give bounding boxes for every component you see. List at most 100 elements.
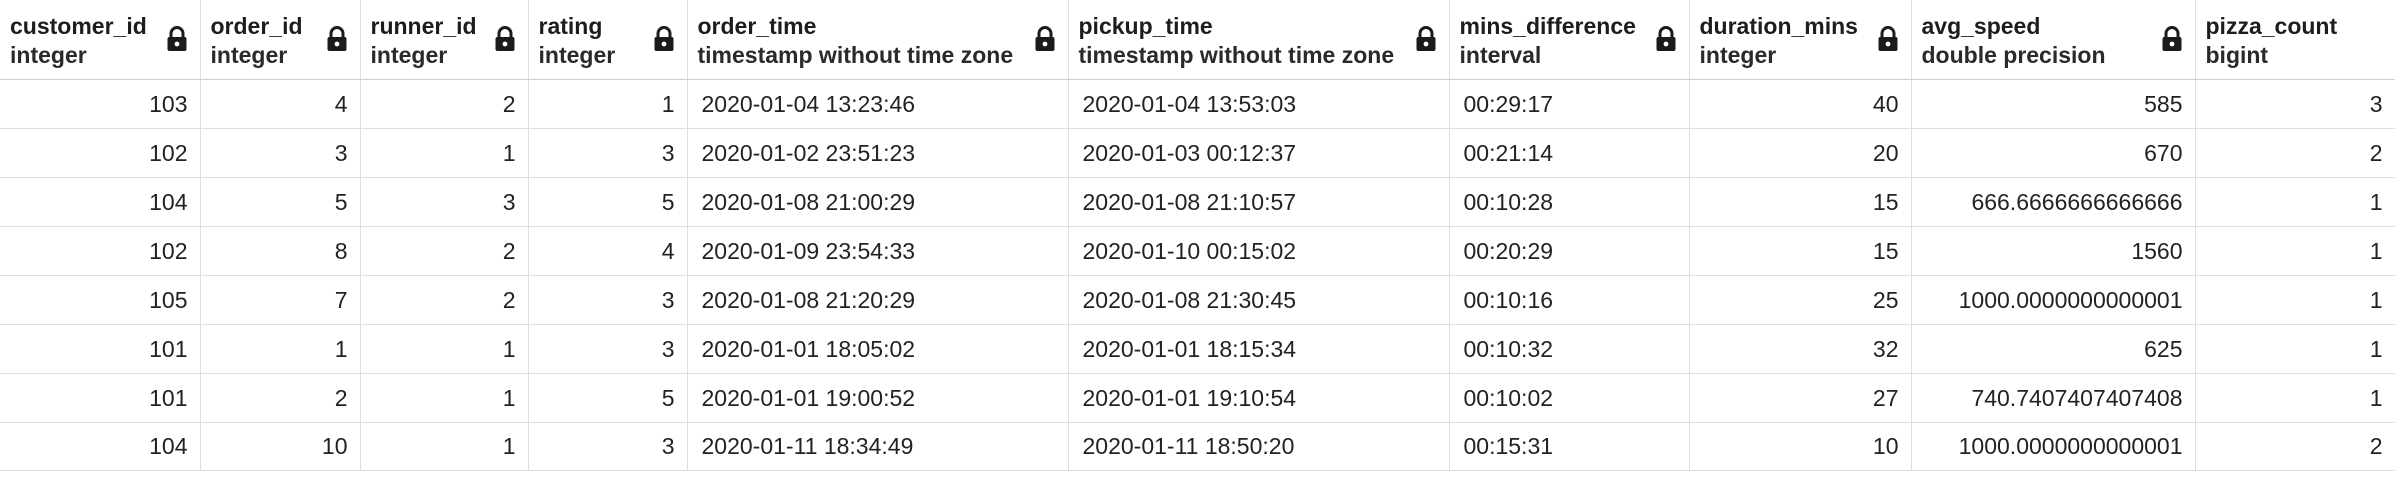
cell-avg-speed[interactable]: 625 xyxy=(1911,324,2196,374)
cell-runner-id[interactable]: 1 xyxy=(360,128,529,178)
cell-order-id[interactable]: 3 xyxy=(200,128,361,178)
cell-avg-speed[interactable]: 670 xyxy=(1911,128,2196,178)
column-header-avg-speed[interactable]: avg_speed double precision xyxy=(1911,0,2196,80)
column-header-customer-id[interactable]: customer_id integer xyxy=(0,0,201,80)
cell-pizza-count[interactable]: 3 xyxy=(2195,79,2395,129)
table-row[interactable]: 103 4 2 1 2020-01-04 13:23:46 2020-01-04 13:5… xyxy=(0,79,2395,129)
cell-duration-mins[interactable]: 27 xyxy=(1689,373,1912,423)
cell-customer-id[interactable]: 101 xyxy=(0,373,201,423)
cell-order-time[interactable]: 2020-01-01 19:00:52 xyxy=(687,373,1069,423)
cell-avg-speed[interactable]: 1000.0000000000001 xyxy=(1911,422,2196,471)
cell-mins-difference[interactable]: 00:20:29 xyxy=(1449,226,1690,276)
cell-runner-id[interactable]: 2 xyxy=(360,79,529,129)
cell-pickup-time[interactable]: 2020-01-08 21:10:57 xyxy=(1068,177,1450,227)
cell-pizza-count[interactable]: 1 xyxy=(2195,177,2395,227)
cell-runner-id[interactable]: 2 xyxy=(360,275,529,325)
cell-avg-speed[interactable]: 585 xyxy=(1911,79,2196,129)
column-header-runner-id[interactable]: runner_id integer xyxy=(360,0,529,80)
cell-order-id[interactable]: 2 xyxy=(200,373,361,423)
cell-avg-speed[interactable]: 740.7407407407408 xyxy=(1911,373,2196,423)
cell-pizza-count[interactable]: 2 xyxy=(2195,422,2395,471)
cell-order-time[interactable]: 2020-01-02 23:51:23 xyxy=(687,128,1069,178)
cell-order-id[interactable]: 7 xyxy=(200,275,361,325)
cell-customer-id[interactable]: 104 xyxy=(0,422,201,471)
cell-customer-id[interactable]: 102 xyxy=(0,226,201,276)
cell-avg-speed[interactable]: 666.6666666666666 xyxy=(1911,177,2196,227)
column-header-duration-mins[interactable]: duration_mins integer xyxy=(1689,0,1912,80)
cell-customer-id[interactable]: 103 xyxy=(0,79,201,129)
column-header-pizza-count[interactable]: pizza_count bigint xyxy=(2195,0,2395,80)
cell-customer-id[interactable]: 105 xyxy=(0,275,201,325)
column-header-order-id[interactable]: order_id integer xyxy=(200,0,361,80)
table-row[interactable]: 104 5 3 5 2020-01-08 21:00:29 2020-01-08 21:1… xyxy=(0,177,2395,227)
column-header-order-time[interactable]: order_time timestamp without time zone xyxy=(687,0,1069,80)
cell-mins-difference[interactable]: 00:10:16 xyxy=(1449,275,1690,325)
cell-duration-mins[interactable]: 32 xyxy=(1689,324,1912,374)
cell-order-id[interactable]: 5 xyxy=(200,177,361,227)
cell-order-id[interactable]: 1 xyxy=(200,324,361,374)
cell-pizza-count[interactable]: 1 xyxy=(2195,324,2395,374)
cell-pickup-time[interactable]: 2020-01-04 13:53:03 xyxy=(1068,79,1450,129)
cell-pizza-count[interactable]: 1 xyxy=(2195,373,2395,423)
cell-order-id[interactable]: 10 xyxy=(200,422,361,471)
cell-customer-id[interactable]: 101 xyxy=(0,324,201,374)
column-header-mins-difference[interactable]: mins_difference interval xyxy=(1449,0,1690,80)
table-row[interactable]: 101 1 1 3 2020-01-01 18:05:02 2020-01-01 18:1… xyxy=(0,324,2395,374)
cell-rating[interactable]: 3 xyxy=(528,324,688,374)
cell-duration-mins[interactable]: 40 xyxy=(1689,79,1912,129)
cell-rating[interactable]: 5 xyxy=(528,373,688,423)
column-header-pickup-time[interactable]: pickup_time timestamp without time zone xyxy=(1068,0,1450,80)
table-row[interactable]: 102 3 1 3 2020-01-02 23:51:23 2020-01-03 00:1… xyxy=(0,128,2395,178)
cell-pickup-time[interactable]: 2020-01-10 00:15:02 xyxy=(1068,226,1450,276)
column-header-rating[interactable]: rating integer xyxy=(528,0,688,80)
cell-order-id[interactable]: 4 xyxy=(200,79,361,129)
cell-customer-id[interactable]: 102 xyxy=(0,128,201,178)
table-row[interactable]: 102 8 2 4 2020-01-09 23:54:33 2020-01-10 00:1… xyxy=(0,226,2395,276)
cell-pizza-count[interactable]: 2 xyxy=(2195,128,2395,178)
cell-avg-speed[interactable]: 1000.0000000000001 xyxy=(1911,275,2196,325)
cell-mins-difference[interactable]: 00:10:32 xyxy=(1449,324,1690,374)
cell-pizza-count[interactable]: 1 xyxy=(2195,275,2395,325)
cell-mins-difference[interactable]: 00:15:31 xyxy=(1449,422,1690,471)
cell-runner-id[interactable]: 1 xyxy=(360,422,529,471)
table-row[interactable]: 104 10 1 3 2020-01-11 18:34:49 2020-01-11 18:… xyxy=(0,422,2395,471)
cell-pickup-time[interactable]: 2020-01-11 18:50:20 xyxy=(1068,422,1450,471)
cell-customer-id[interactable]: 104 xyxy=(0,177,201,227)
cell-order-time[interactable]: 2020-01-01 18:05:02 xyxy=(687,324,1069,374)
cell-mins-difference[interactable]: 00:10:02 xyxy=(1449,373,1690,423)
cell-duration-mins[interactable]: 25 xyxy=(1689,275,1912,325)
cell-rating[interactable]: 1 xyxy=(528,79,688,129)
cell-pizza-count[interactable]: 1 xyxy=(2195,226,2395,276)
cell-order-time[interactable]: 2020-01-04 13:23:46 xyxy=(687,79,1069,129)
cell-order-time[interactable]: 2020-01-08 21:20:29 xyxy=(687,275,1069,325)
cell-rating[interactable]: 3 xyxy=(528,275,688,325)
cell-pickup-time[interactable]: 2020-01-08 21:30:45 xyxy=(1068,275,1450,325)
cell-rating[interactable]: 3 xyxy=(528,128,688,178)
cell-order-time[interactable]: 2020-01-09 23:54:33 xyxy=(687,226,1069,276)
cell-mins-difference[interactable]: 00:21:14 xyxy=(1449,128,1690,178)
cell-runner-id[interactable]: 2 xyxy=(360,226,529,276)
cell-pickup-time[interactable]: 2020-01-03 00:12:37 xyxy=(1068,128,1450,178)
cell-order-time[interactable]: 2020-01-08 21:00:29 xyxy=(687,177,1069,227)
cell-mins-difference[interactable]: 00:29:17 xyxy=(1449,79,1690,129)
cell-pickup-time[interactable]: 2020-01-01 19:10:54 xyxy=(1068,373,1450,423)
cell-runner-id[interactable]: 1 xyxy=(360,373,529,423)
cell-duration-mins[interactable]: 10 xyxy=(1689,422,1912,471)
table-row[interactable]: 105 7 2 3 2020-01-08 21:20:29 2020-01-08 21:3… xyxy=(0,275,2395,325)
cell-rating[interactable]: 5 xyxy=(528,177,688,227)
cell-duration-mins[interactable]: 15 xyxy=(1689,226,1912,276)
column-name: rating xyxy=(538,13,603,39)
cell-runner-id[interactable]: 1 xyxy=(360,324,529,374)
cell-avg-speed[interactable]: 1560 xyxy=(1911,226,2196,276)
cell-mins-difference[interactable]: 00:10:28 xyxy=(1449,177,1690,227)
lock-icon xyxy=(2161,26,2183,52)
cell-order-time[interactable]: 2020-01-11 18:34:49 xyxy=(687,422,1069,471)
cell-duration-mins[interactable]: 20 xyxy=(1689,128,1912,178)
cell-runner-id[interactable]: 3 xyxy=(360,177,529,227)
table-row[interactable]: 101 2 1 5 2020-01-01 19:00:52 2020-01-01 19:1… xyxy=(0,373,2395,423)
cell-pickup-time[interactable]: 2020-01-01 18:15:34 xyxy=(1068,324,1450,374)
cell-rating[interactable]: 4 xyxy=(528,226,688,276)
cell-rating[interactable]: 3 xyxy=(528,422,688,471)
cell-duration-mins[interactable]: 15 xyxy=(1689,177,1912,227)
cell-order-id[interactable]: 8 xyxy=(200,226,361,276)
